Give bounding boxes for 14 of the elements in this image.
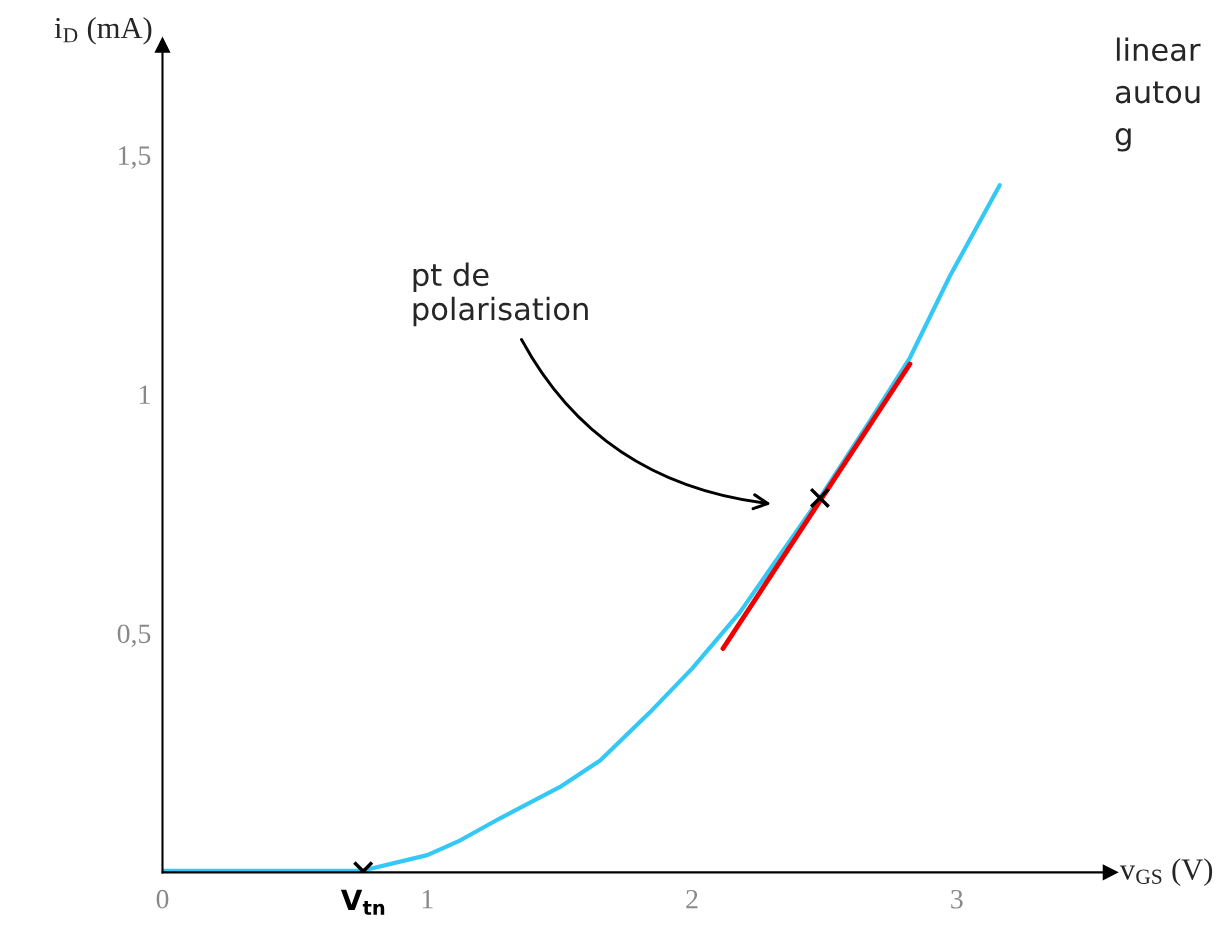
x-axis-title: v$_{GS}$ (V) [1119,858,1213,886]
x-tick-label: 0 [156,889,169,909]
x-tick-label: V$_{tn}$ [340,889,385,915]
text: autou [1115,81,1200,104]
text: g [1115,128,1131,152]
x-tick-label: 2 [686,889,698,909]
text: linear [1116,37,1201,62]
y-tick-label: 1,5 [119,146,151,169]
annotation: pt de polarisation [413,262,588,327]
y-tick-label: 1 [139,385,150,404]
y-axis-title: i$_{D}$ (mA) [54,16,152,45]
x-tick-label: 1 [422,889,433,909]
y-tick-label: 0,5 [117,624,151,648]
x-tick-label: 3 [951,889,963,909]
